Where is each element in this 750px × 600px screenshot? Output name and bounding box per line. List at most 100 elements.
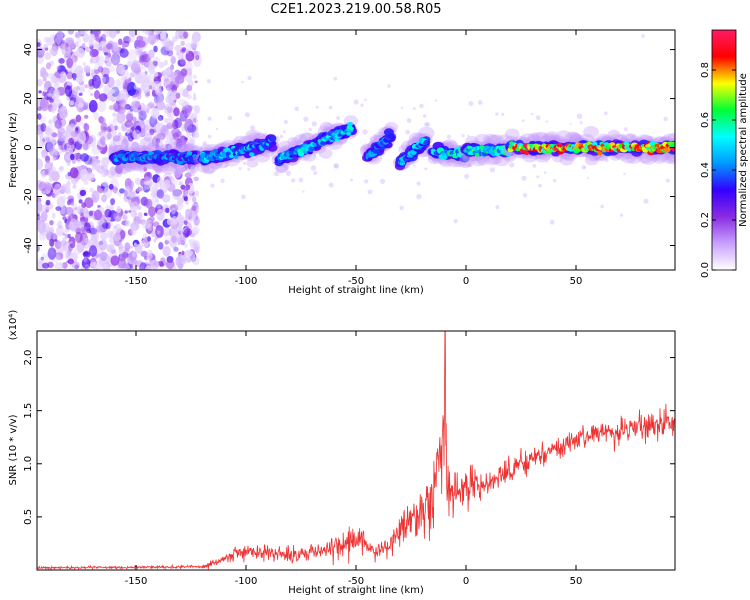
trace-blob: [334, 138, 339, 142]
trace-blob: [151, 140, 164, 150]
colorbar-label: Normalized spectral amplitude: [738, 73, 749, 227]
trace-blob: [388, 133, 395, 139]
noise-speckle: [88, 39, 94, 47]
noise-speckle: [192, 96, 197, 101]
trace-blob: [343, 115, 359, 127]
noise-speckle: [125, 79, 131, 84]
snr-ticks: -150 -100 -50 0 50 0.5 1.0 1.5 2.0: [23, 331, 675, 587]
noise-speckle: [65, 206, 73, 215]
noise-speckle: [69, 218, 79, 232]
noise-speckle: [140, 250, 148, 257]
noise-speckle: [132, 129, 142, 140]
faint-speckle: [244, 112, 250, 118]
noise-speckle: [186, 122, 193, 129]
y-tick-label: 1.5: [23, 403, 34, 419]
noise-speckle: [174, 168, 182, 178]
noise-speckle: [110, 198, 116, 206]
noise-speckle: [150, 260, 160, 270]
noise-speckle: [163, 59, 168, 66]
faint-speckle: [624, 127, 628, 132]
trace-blob: [524, 151, 530, 155]
noise-speckle: [82, 142, 89, 151]
noise-speckle: [130, 221, 140, 232]
noise-speckle: [74, 125, 81, 134]
noise-speckle: [102, 263, 111, 270]
noise-speckle: [58, 225, 63, 229]
faint-speckle: [312, 153, 316, 157]
noise-speckle: [157, 176, 163, 185]
noise-speckle: [111, 53, 121, 66]
noise-speckle: [56, 30, 64, 40]
noise-speckle: [172, 188, 182, 200]
noise-speckle: [190, 226, 200, 235]
trace-blob: [597, 151, 603, 156]
noise-speckle: [59, 205, 68, 217]
noise-speckle: [81, 202, 87, 209]
noise-speckle: [81, 43, 86, 48]
noise-speckle: [192, 257, 200, 266]
trace-blob: [459, 154, 476, 167]
noise-speckle: [104, 52, 109, 56]
noise-speckle: [106, 126, 112, 133]
noise-speckle: [118, 248, 124, 255]
noise-speckle: [148, 49, 155, 59]
noise-speckle: [189, 139, 195, 148]
noise-speckle: [157, 132, 166, 140]
noise-speckle: [51, 193, 56, 198]
noise-speckle: [66, 160, 71, 166]
noise-speckle: [182, 189, 188, 197]
faint-speckle: [464, 173, 470, 179]
faint-speckle: [399, 205, 404, 211]
noise-speckle: [101, 157, 109, 168]
noise-speckle: [41, 187, 47, 195]
noise-speckle: [194, 190, 199, 197]
x-tick-label: 50: [570, 576, 583, 587]
noise-speckle: [119, 143, 126, 150]
noise-speckle: [108, 236, 115, 244]
noise-speckle: [67, 233, 71, 239]
snr-panel: -150 -100 -50 0 50 0.5 1.0 1.5 2.0 Height of str…: [8, 310, 676, 596]
noise-speckle: [42, 91, 46, 97]
faint-speckle: [328, 182, 334, 188]
noise-speckle: [118, 132, 122, 138]
noise-speckle: [149, 128, 155, 136]
trace-blob: [471, 155, 486, 167]
noise-speckle: [133, 84, 138, 90]
noise-speckle: [55, 227, 63, 237]
noise-speckle: [93, 111, 99, 121]
faint-speckle: [328, 105, 333, 110]
noise-speckle: [94, 209, 103, 221]
faint-speckle: [411, 136, 417, 141]
faint-speckle: [535, 115, 541, 121]
noise-speckle: [109, 89, 114, 96]
noise-speckle: [114, 233, 121, 242]
noise-speckle: [152, 60, 158, 67]
trace-blob: [566, 132, 582, 144]
trace-blob: [483, 133, 499, 146]
noise-speckle: [53, 183, 62, 197]
noise-speckle: [69, 123, 76, 133]
faint-speckle: [579, 121, 583, 125]
noise-speckle: [154, 120, 160, 125]
faint-speckle: [603, 111, 608, 116]
faint-speckle: [311, 121, 317, 127]
noise-speckle: [185, 208, 193, 221]
noise-speckle: [122, 214, 128, 221]
noise-speckle: [71, 202, 78, 211]
noise-speckle: [99, 47, 103, 52]
noise-speckle: [136, 92, 142, 100]
noise-speckle: [183, 196, 188, 202]
noise-speckle: [147, 61, 154, 70]
noise-speckle: [175, 92, 181, 99]
noise-speckle: [77, 102, 84, 108]
noise-speckle: [61, 262, 68, 269]
colorbar-tick-label: 0.6: [700, 112, 711, 128]
faint-speckle: [336, 116, 341, 120]
noise-speckle: [101, 76, 106, 84]
noise-speckle: [37, 54, 44, 65]
noise-speckle: [193, 210, 198, 215]
noise-speckle: [113, 79, 121, 87]
noise-speckle: [112, 135, 121, 142]
colorbar-bar: [711, 29, 737, 271]
noise-speckle: [146, 236, 151, 242]
